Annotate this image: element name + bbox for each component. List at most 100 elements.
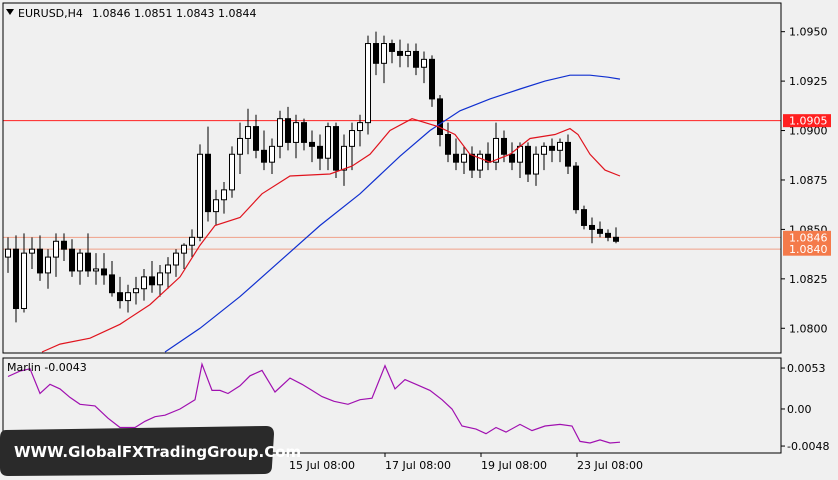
candle [413,43,419,76]
candle-body [77,252,83,272]
candle [389,39,395,64]
candle [181,243,187,269]
candle-body [21,252,27,310]
candle [573,162,579,214]
symbol-label: EURUSD,H4 [18,7,83,20]
price-tag: 1.0846 [783,230,831,244]
candle-body [333,126,339,171]
candle [277,110,283,159]
candle-body [309,141,315,147]
candle-body [157,272,163,286]
candle-body [557,141,563,151]
indicator-tick-label: -0.0048 [787,440,829,453]
candle [269,138,275,175]
candle [29,237,35,269]
candle-body [5,248,11,258]
ohlc-values: 1.0846 1.0851 1.0843 1.0844 [92,7,256,20]
candle-body [61,240,67,250]
candle [445,122,451,163]
candle [317,134,323,171]
candle [493,122,499,171]
candle [349,122,355,171]
candle-body [549,145,555,151]
candle [13,235,19,323]
price-tag-box [783,230,831,244]
candle-body [413,50,419,68]
candle [253,114,259,159]
candle-body [141,276,147,290]
candle [37,235,43,281]
candle-body [565,141,571,167]
time-tick-label: 23 Jul 08:00 [577,459,643,472]
candle-body [421,58,427,68]
candle-body [245,126,251,139]
candle-body [261,149,267,163]
candle-body [117,292,123,302]
fast-ma-line [41,118,621,353]
candle [301,118,307,151]
candle-body [325,126,331,159]
candle-body [197,153,203,238]
candle [45,249,51,289]
candle [381,35,387,84]
candle [509,142,515,171]
candle-body [53,240,59,258]
price-tag-label: 1.0905 [789,115,828,128]
indicator-tick-label: 0.0053 [787,362,826,375]
candle [205,126,211,222]
candle-body [573,165,579,211]
candle [261,130,267,171]
candle [429,55,435,107]
candle-body [461,153,467,163]
marlin-line [7,362,621,444]
candle [221,181,227,214]
price-tick-label: 1.0875 [789,174,828,187]
indicator-axis: 0.0053 0.00 -0.0048 [781,362,829,453]
candle [229,146,235,198]
candle [541,142,547,171]
candle-body [453,153,459,163]
price-tick-label: 1.0825 [789,273,828,286]
candle [437,94,443,147]
candle-body [189,236,195,246]
candle-body [525,145,531,175]
candle-body [605,232,611,238]
candle [61,233,67,262]
candle [469,146,475,178]
price-tag-label: 1.0846 [789,231,828,244]
candle-body [45,256,51,274]
candle-body [485,153,491,163]
candle-body [101,268,107,276]
candle-body [301,122,307,143]
price-axis: 1.09501.09251.09001.08751.08501.08251.08… [781,26,831,335]
candle-body [29,248,35,254]
candle [485,142,491,171]
candle [605,229,611,242]
candle-body [285,118,291,143]
candle-body [613,236,619,242]
price-tag: 1.0905 [783,114,831,128]
candle [77,249,83,285]
candle [285,106,291,151]
candle [397,39,403,68]
candle [549,138,555,163]
price-panel-border [2,2,782,354]
candle-body [437,98,443,135]
candle [125,284,131,313]
candle-body [221,189,227,201]
candle [173,249,179,277]
indicator-label: Marlin -0.0043 [7,361,87,374]
candle [93,253,99,285]
candle [597,221,603,238]
symbol-menu-triangle-icon[interactable] [6,9,14,15]
candlestick-series [5,31,619,323]
candle [117,276,123,309]
candle-body [381,43,387,64]
candle [533,146,539,186]
candle-body [373,43,379,64]
candle-body [181,244,187,254]
candle-body [597,228,603,234]
candle-body [501,137,507,155]
